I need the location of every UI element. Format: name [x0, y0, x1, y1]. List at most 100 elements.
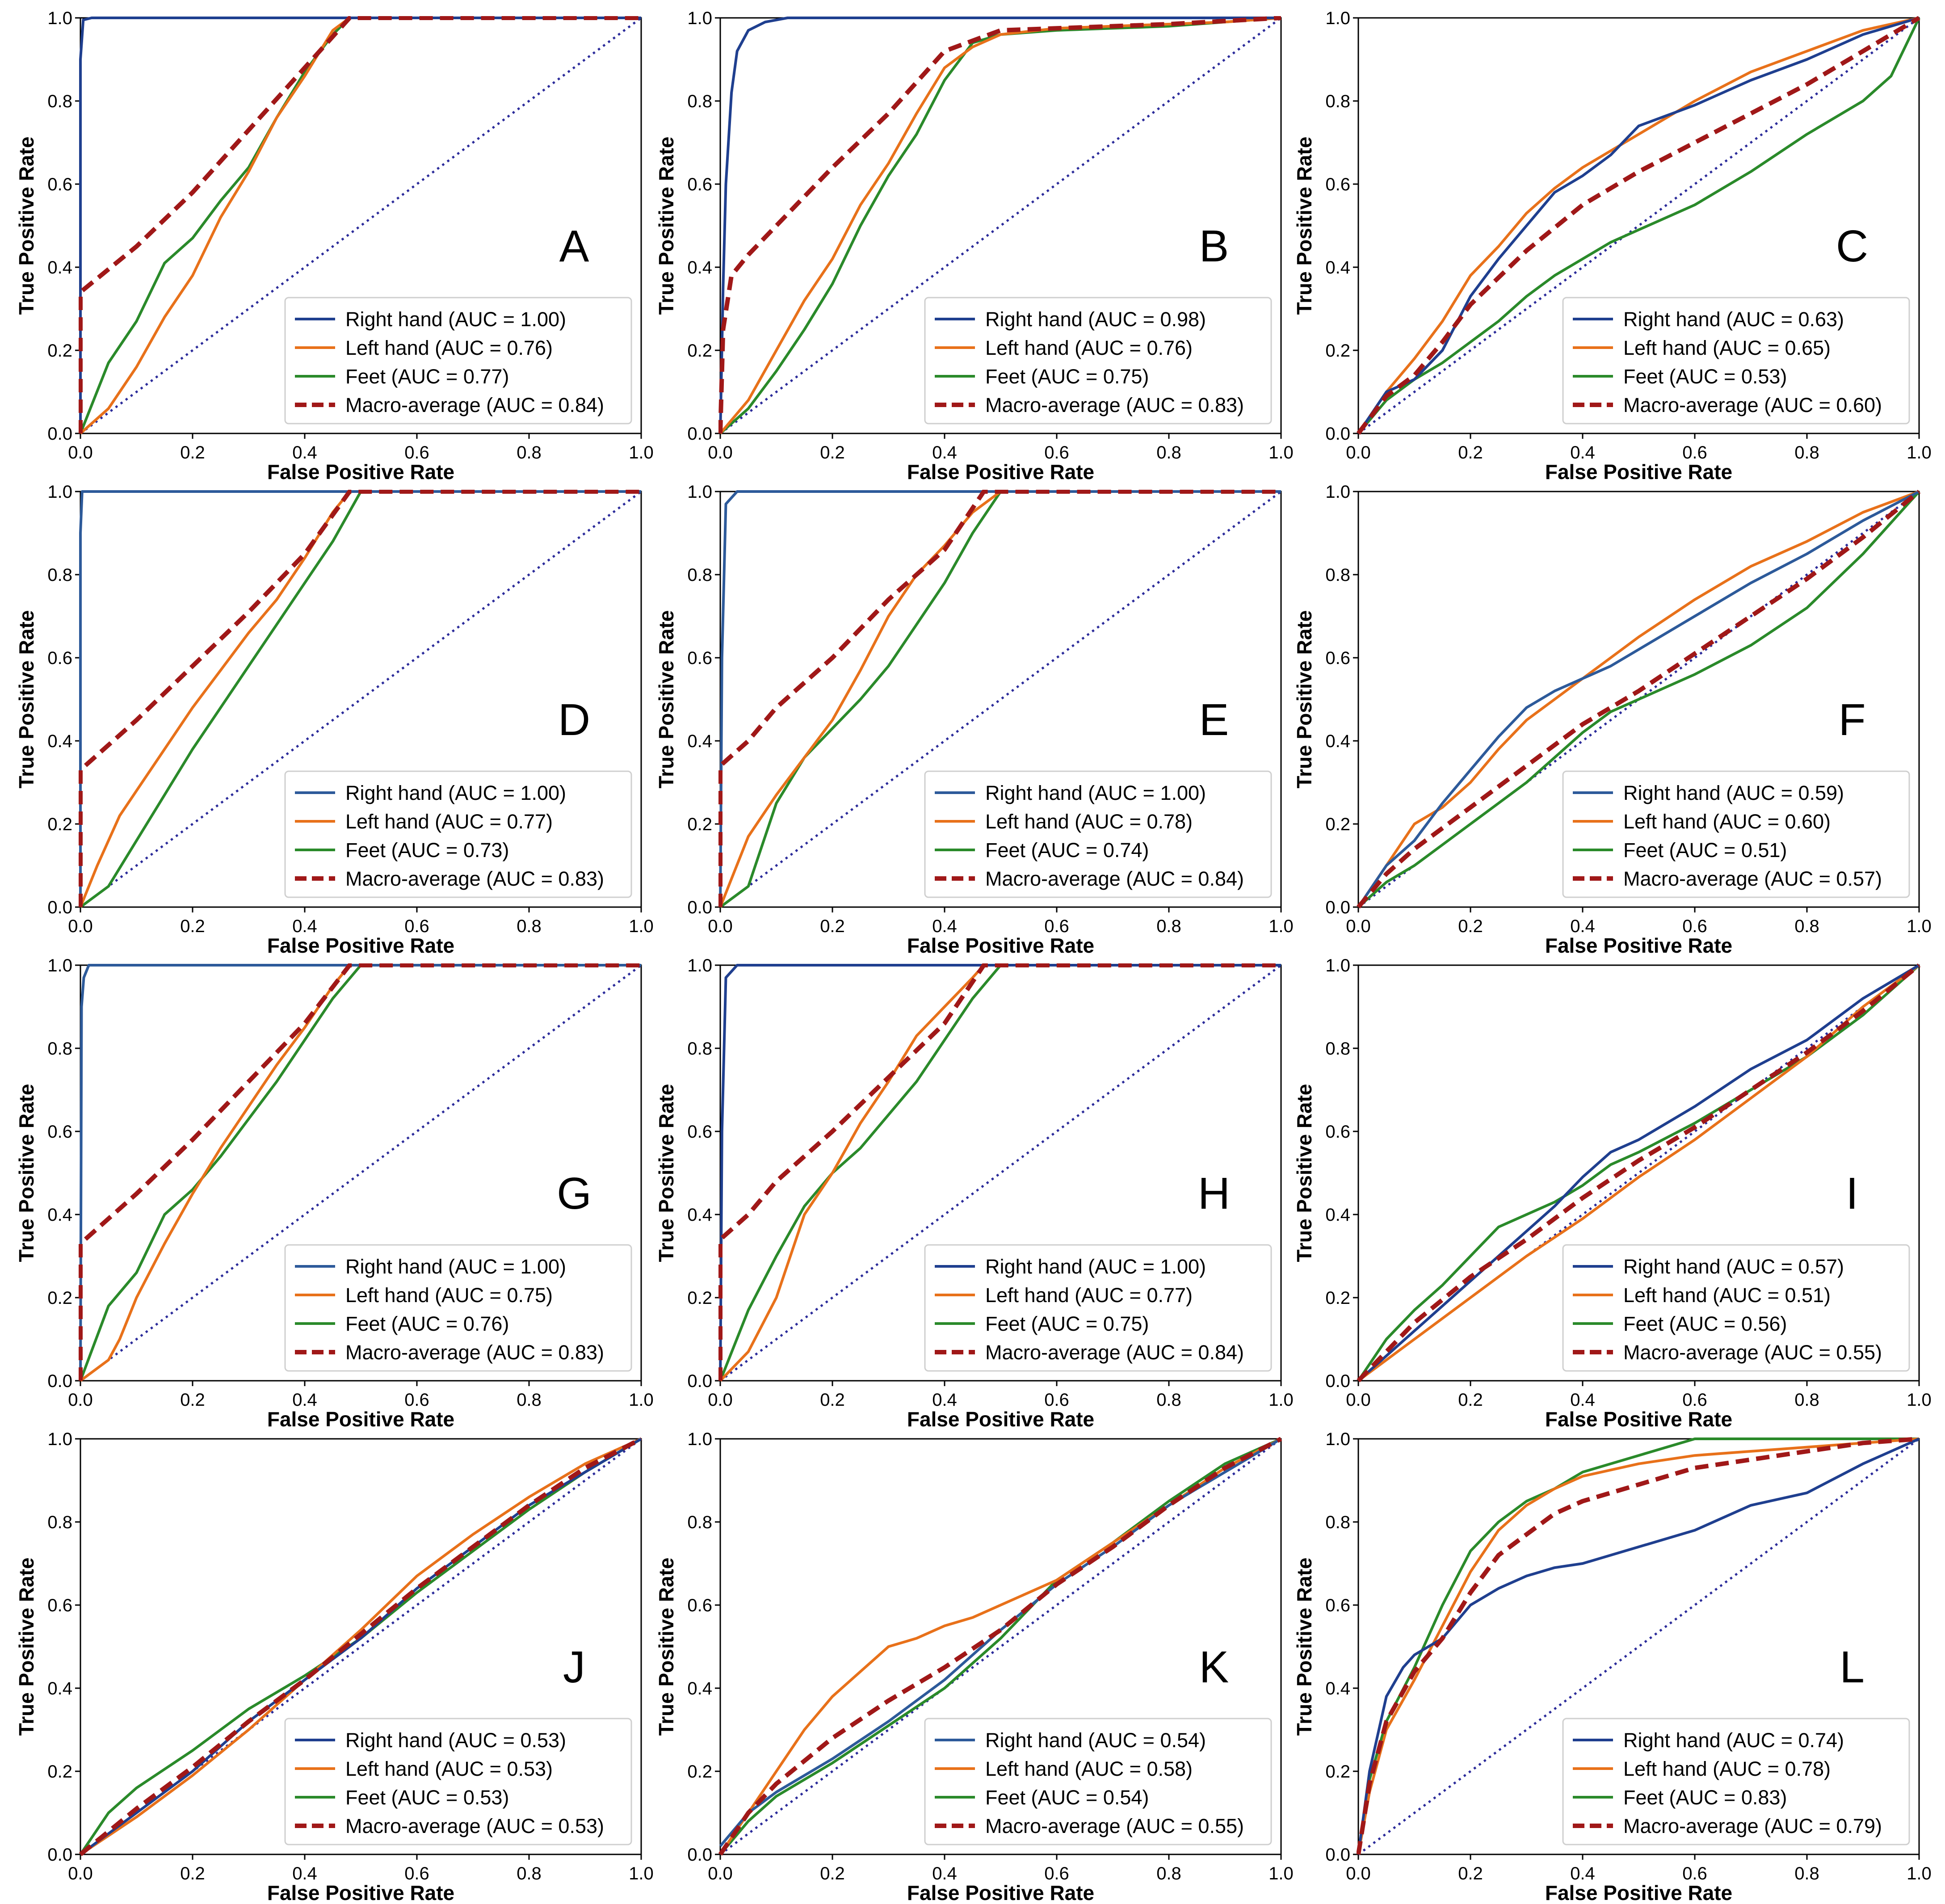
y-axis-label: True Positive Rate — [15, 610, 38, 789]
y-axis-label: True Positive Rate — [15, 1558, 38, 1736]
x-tick-label: 0.4 — [1570, 1864, 1595, 1883]
legend-entry: Right hand (AUC = 1.00) — [985, 1255, 1206, 1278]
roc-line-right-hand — [719, 964, 1281, 1381]
y-tick-label: 0.2 — [687, 341, 712, 361]
roc-line-left-hand — [1357, 490, 1920, 908]
legend-entry: Left hand (AUC = 0.77) — [985, 1284, 1193, 1307]
x-axis-label: False Positive Rate — [907, 1881, 1094, 1904]
x-tick-label: 0.4 — [292, 916, 317, 936]
x-axis-label: False Positive Rate — [1545, 1408, 1732, 1431]
x-tick-label: 0.4 — [932, 916, 957, 936]
y-tick-label: 0.0 — [687, 898, 712, 917]
y-tick-label: 0.0 — [47, 1845, 72, 1865]
y-tick-label: 0.0 — [47, 1371, 72, 1391]
legend-entry: Macro-average (AUC = 0.60) — [1623, 394, 1882, 416]
y-tick-label: 0.4 — [687, 1679, 712, 1698]
legend-entry: Feet (AUC = 0.74) — [985, 839, 1149, 862]
roc-line-left-hand — [1357, 1437, 1920, 1855]
x-tick-label: 0.2 — [820, 916, 845, 936]
panel-letter: D — [558, 695, 590, 745]
y-tick-label: 0.2 — [47, 1762, 72, 1782]
legend: Right hand (AUC = 0.59) Left hand (AUC = … — [1562, 770, 1910, 898]
legend: Right hand (AUC = 0.98) Left hand (AUC = … — [924, 297, 1272, 425]
roc-line-right-hand — [719, 490, 1281, 908]
series-group — [79, 1437, 643, 1856]
x-tick-label: 0.0 — [708, 1864, 733, 1883]
y-tick-label: 0.8 — [1325, 1039, 1350, 1059]
y-tick-label: 0.4 — [687, 258, 712, 277]
legend-entry: Feet (AUC = 0.51) — [1623, 839, 1787, 862]
series-group — [79, 16, 642, 435]
x-tick-label: 0.4 — [932, 1390, 957, 1410]
roc-panel-l: 0.0 0.2 0.4 0.6 0.8 1.0 0.0 0.2 0.4 0.6 0.8 1.0 Fals… — [1293, 1429, 1932, 1904]
roc-line-macro-average — [79, 963, 641, 1381]
roc-line-right-hand — [80, 1437, 642, 1856]
legend-entry: Right hand (AUC = 0.63) — [1623, 308, 1844, 331]
x-tick-label: 0.6 — [404, 443, 429, 462]
y-tick-label: 0.6 — [1325, 1596, 1350, 1615]
legend-entry: Feet (AUC = 0.54) — [985, 1786, 1149, 1809]
series-group — [1357, 1437, 1920, 1856]
legend-entry: Left hand (AUC = 0.65) — [1623, 336, 1831, 359]
y-tick-label: 0.0 — [687, 1845, 712, 1865]
y-tick-label: 0.0 — [47, 898, 72, 917]
y-tick-label: 1.0 — [1325, 1429, 1350, 1449]
x-tick-label: 0.8 — [1156, 443, 1181, 462]
legend-box — [924, 297, 1272, 425]
x-tick-label: 0.4 — [932, 443, 957, 462]
legend-entry: Macro-average (AUC = 0.57) — [1623, 867, 1882, 890]
x-axis-label: False Positive Rate — [907, 460, 1094, 483]
y-tick-label: 0.8 — [687, 1039, 712, 1059]
x-tick-label: 0.8 — [517, 443, 542, 462]
roc-line-macro-average — [718, 490, 1281, 907]
roc-line-left-hand — [80, 1437, 642, 1856]
series-group — [79, 963, 642, 1382]
x-tick-label: 0.4 — [292, 1390, 317, 1410]
y-tick-label: 0.2 — [1325, 1288, 1350, 1308]
y-tick-label: 0.0 — [47, 424, 72, 444]
legend-box — [284, 297, 632, 425]
x-tick-label: 1.0 — [1907, 1864, 1932, 1883]
legend-entry: Feet (AUC = 0.77) — [345, 365, 509, 388]
x-tick-label: 0.8 — [1156, 1390, 1181, 1410]
roc-line-right-hand — [79, 17, 641, 433]
y-tick-label: 1.0 — [47, 1429, 72, 1449]
legend-entry: Macro-average (AUC = 0.83) — [345, 1341, 604, 1364]
legend-entry: Feet (AUC = 0.73) — [345, 839, 509, 862]
y-axis-label: True Positive Rate — [655, 1558, 678, 1736]
legend: Right hand (AUC = 0.74) Left hand (AUC = … — [1562, 1718, 1910, 1845]
y-tick-label: 0.6 — [47, 648, 72, 668]
y-tick-label: 1.0 — [1325, 482, 1350, 502]
x-tick-label: 0.8 — [517, 1390, 542, 1410]
x-tick-label: 0.0 — [1346, 1390, 1371, 1410]
x-tick-label: 0.2 — [1458, 1864, 1483, 1883]
legend-entry: Macro-average (AUC = 0.53) — [345, 1815, 604, 1837]
roc-line-right-hand — [79, 964, 641, 1381]
y-axis-label: True Positive Rate — [1293, 610, 1316, 789]
x-tick-label: 0.6 — [1682, 1864, 1707, 1883]
x-tick-label: 0.8 — [1794, 443, 1819, 462]
x-axis-label: False Positive Rate — [1545, 460, 1732, 483]
x-axis-label: False Positive Rate — [1545, 1881, 1732, 1904]
x-tick-label: 0.8 — [517, 916, 542, 936]
legend-entry: Macro-average (AUC = 0.84) — [345, 394, 604, 416]
x-tick-label: 1.0 — [1907, 1390, 1932, 1410]
roc-line-left-hand — [719, 964, 1281, 1382]
x-tick-label: 0.6 — [404, 1390, 429, 1410]
roc-line-feet — [1357, 17, 1920, 434]
y-tick-label: 0.8 — [1325, 1513, 1350, 1532]
x-tick-label: 0.6 — [1682, 1390, 1707, 1410]
roc-line-feet — [79, 964, 641, 1382]
x-tick-label: 0.6 — [404, 916, 429, 936]
y-tick-label: 0.2 — [687, 1288, 712, 1308]
legend-entry: Feet (AUC = 0.83) — [1623, 1786, 1787, 1809]
legend-entry: Left hand (AUC = 0.58) — [985, 1757, 1193, 1780]
legend: Right hand (AUC = 0.63) Left hand (AUC = … — [1562, 297, 1910, 425]
roc-line-right-hand — [1357, 490, 1920, 908]
y-tick-label: 0.0 — [1325, 898, 1350, 917]
legend: Right hand (AUC = 0.53) Left hand (AUC = … — [284, 1718, 632, 1845]
series-group — [1357, 963, 1921, 1383]
y-tick-label: 0.8 — [47, 92, 72, 111]
roc-panel-e: 0.0 0.2 0.4 0.6 0.8 1.0 0.0 0.2 0.4 0.6 0.8 1.0 Fals… — [655, 482, 1294, 957]
